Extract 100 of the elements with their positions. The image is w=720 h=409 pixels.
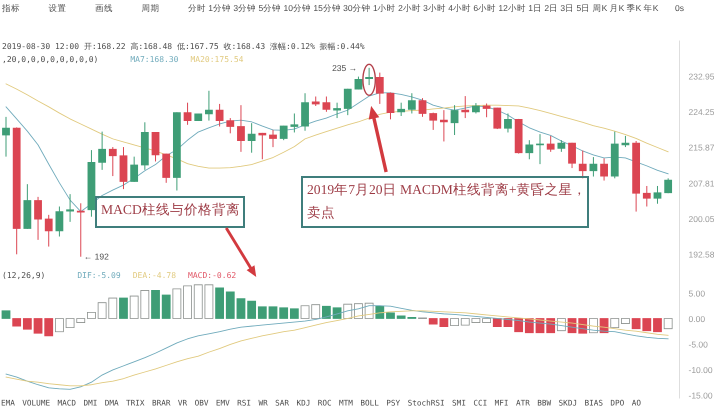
candlestick	[397, 102, 406, 116]
candlestick	[408, 92, 416, 114]
bar	[300, 305, 310, 319]
bar	[194, 284, 203, 319]
bar	[215, 287, 224, 319]
annotation: ← 192	[84, 252, 110, 262]
candlestick	[568, 142, 576, 169]
bar	[610, 318, 620, 328]
candlestick	[386, 92, 394, 120]
text: DEA:-4.78	[132, 271, 176, 280]
y-tick-label: 5.00	[688, 288, 706, 298]
bar	[130, 296, 139, 319]
candlestick	[248, 122, 256, 154]
candlestick	[2, 116, 10, 158]
candlestick	[98, 131, 106, 170]
candlestick	[34, 196, 42, 240]
candlestick	[354, 76, 362, 90]
candlestick	[578, 150, 587, 179]
candlestick	[66, 194, 74, 222]
y-tick-label: 200.05	[688, 214, 715, 224]
candlestick	[322, 96, 330, 112]
series-label: MACD:-0.62	[188, 271, 236, 280]
annotation: 235 →	[332, 62, 358, 73]
bar	[450, 318, 459, 326]
candlestick	[493, 107, 502, 130]
bar	[642, 318, 652, 332]
bar	[428, 318, 438, 324]
bar	[76, 318, 86, 323]
text: 画线	[94, 3, 113, 13]
candlestick	[184, 102, 192, 126]
text: MA7:168.30	[130, 55, 179, 64]
bar	[108, 298, 118, 319]
bar	[460, 318, 470, 326]
candlestick	[130, 156, 138, 182]
candlestick	[557, 140, 566, 152]
bar	[151, 290, 160, 319]
candlestick	[226, 118, 234, 134]
candlestick	[205, 90, 213, 122]
text: 周期	[141, 3, 160, 13]
bar	[439, 318, 448, 328]
text: MA20:175.54	[190, 55, 244, 64]
bar	[311, 304, 320, 319]
candlestick	[301, 92, 309, 132]
candlestick	[536, 134, 544, 165]
y-tick-label: -5.00	[688, 339, 708, 350]
candlestick	[258, 132, 266, 160]
y-tick-label: 0.00	[688, 314, 706, 324]
candlestick	[590, 156, 598, 178]
candlestick	[344, 88, 352, 116]
bar	[653, 318, 662, 332]
bar	[140, 290, 150, 319]
legend-title: (12,26,9)	[2, 271, 46, 280]
candlestick	[333, 102, 341, 119]
bar	[162, 294, 171, 319]
candlestick	[600, 158, 608, 182]
candlestick	[152, 132, 160, 162]
text: DIF:-5.09	[77, 271, 121, 280]
y-tick-label: 232.95	[688, 72, 715, 82]
y-tick-label: -15.00	[688, 390, 713, 400]
text: 分时 1分钟 3分钟 5分钟 10分钟 15分钟 30分钟 1小时 2小时 3小时 4小时 6小时 12小时 1日 2日 3日 5日 周K 月K 季K 年K	[188, 3, 659, 13]
candlestick	[216, 103, 224, 128]
candlestick	[280, 125, 288, 141]
candlestick	[664, 178, 672, 194]
candlestick	[56, 206, 64, 238]
candlestick	[642, 185, 651, 207]
candlestick	[162, 153, 170, 184]
candlestick	[312, 96, 320, 106]
bar	[258, 306, 267, 319]
candlestick	[108, 146, 117, 177]
line-series	[6, 83, 669, 169]
bar	[2, 310, 10, 319]
y-tick-label: 224.25	[688, 107, 715, 118]
bar	[44, 318, 54, 336]
chart-subtitle: 2019-08-30 12:00 开:168.22 高:168.48 低:167.75 收:168.43 涨幅:0.12% 振幅:0.44%	[2, 42, 365, 51]
y-tick-label: 192.58	[688, 249, 715, 260]
candlestick	[504, 112, 512, 133]
annotation: 2019年7月20日 MACDM柱线背离+黄昏之星，卖点	[307, 182, 587, 220]
bar	[279, 307, 288, 319]
candlestick	[525, 140, 534, 160]
bar	[12, 318, 22, 327]
candlestick	[461, 96, 470, 119]
bar	[621, 318, 630, 324]
candlestick	[365, 67, 374, 86]
text: 0s	[675, 3, 684, 13]
candlestick	[482, 103, 490, 118]
candlestick	[429, 112, 438, 130]
text: 设置	[48, 3, 66, 13]
bar	[226, 292, 235, 319]
bar	[268, 306, 278, 319]
candlestick	[418, 98, 426, 118]
candlestick	[269, 129, 277, 148]
legend-title: ,20,0,0,0,0,0,0,0,0)	[2, 55, 98, 64]
bar	[396, 316, 406, 319]
bar	[632, 318, 641, 330]
bar	[204, 284, 214, 319]
text: 指标	[1, 3, 20, 13]
y-tick-label: 215.87	[688, 142, 715, 153]
y-tick-label: 207.81	[688, 178, 715, 188]
candlestick	[440, 110, 448, 142]
candlestick	[622, 135, 630, 148]
